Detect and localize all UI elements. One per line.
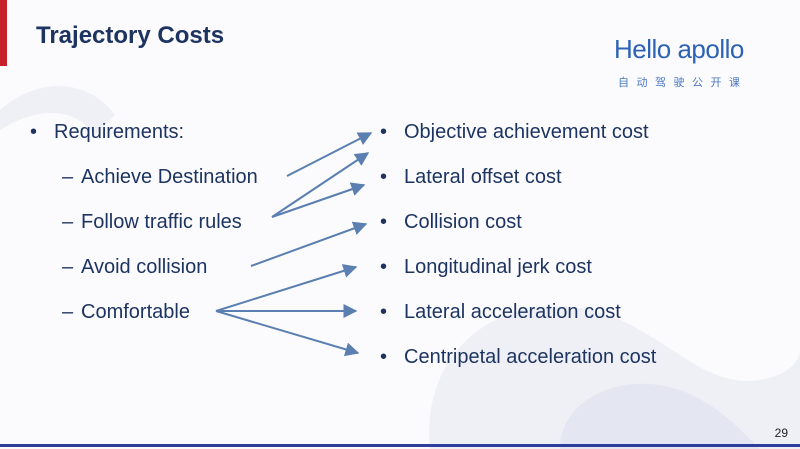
slide-title: Trajectory Costs xyxy=(36,22,225,49)
list-item: – Follow traffic rules xyxy=(30,208,258,253)
requirement-avoid-collision: Avoid collision xyxy=(81,256,208,278)
footer-divider xyxy=(0,444,800,447)
list-item: • Lateral acceleration cost xyxy=(380,298,656,343)
requirements-heading-item: • Requirements: xyxy=(30,118,258,163)
cost-lateral-acceleration: Lateral acceleration cost xyxy=(404,301,621,323)
dash-icon: – xyxy=(62,256,74,278)
bullet-icon: • xyxy=(380,301,388,323)
arrow-traffic-to-objective xyxy=(271,152,370,218)
list-item: – Achieve Destination xyxy=(30,163,258,208)
list-item: • Objective achievement cost xyxy=(380,118,656,163)
cost-longitudinal-jerk: Longitudinal jerk cost xyxy=(404,256,592,278)
bullet-icon: • xyxy=(380,346,388,368)
bullet-icon: • xyxy=(380,211,388,233)
list-item: • Collision cost xyxy=(380,208,656,253)
requirements-heading: Requirements: xyxy=(54,121,185,143)
requirement-follow-traffic-rules: Follow traffic rules xyxy=(81,211,242,233)
bg-swoosh-top-left xyxy=(0,86,115,135)
bullet-icon: • xyxy=(380,166,388,188)
logo-wordmark: Hello apollo xyxy=(614,34,744,64)
page-number: 29 xyxy=(774,426,788,440)
list-item: • Lateral offset cost xyxy=(380,163,656,208)
arrow-collision-to-collision-cost xyxy=(250,221,368,267)
arrow-comfort-to-centripetal xyxy=(215,310,360,357)
requirement-comfortable: Comfortable xyxy=(81,301,190,323)
logo-subtitle: 自动驾驶公开课 xyxy=(618,77,748,89)
bullet-icon: • xyxy=(380,121,388,143)
requirements-list: • Requirements: – Achieve Destination – Fol… xyxy=(30,118,258,343)
arrow-destination-to-objective xyxy=(286,132,373,177)
requirement-achieve-destination: Achieve Destination xyxy=(81,166,258,188)
cost-lateral-offset: Lateral offset cost xyxy=(404,166,562,188)
cost-centripetal-acceleration: Centripetal acceleration cost xyxy=(404,346,657,368)
bg-swoosh-inner xyxy=(560,383,760,449)
list-item: • Centripetal acceleration cost xyxy=(380,343,656,388)
cost-objective-achievement: Objective achievement cost xyxy=(404,121,649,143)
arrow-comfort-to-jerk xyxy=(215,264,358,312)
dash-icon: – xyxy=(62,211,74,233)
dash-icon: – xyxy=(62,166,74,188)
arrow-traffic-to-lateral-offset xyxy=(271,182,366,218)
bullet-icon: • xyxy=(380,256,388,278)
hello-apollo-logo: Hello apollo 自动驾驶公开课 xyxy=(614,34,764,89)
costs-list: • Objective achievement cost • Lateral off… xyxy=(380,118,656,388)
bullet-icon: • xyxy=(30,121,38,143)
cost-collision: Collision cost xyxy=(404,211,522,233)
list-item: – Comfortable xyxy=(30,298,258,343)
list-item: • Longitudinal jerk cost xyxy=(380,253,656,298)
accent-bar xyxy=(0,0,7,66)
list-item: – Avoid collision xyxy=(30,253,258,298)
dash-icon: – xyxy=(62,301,74,323)
